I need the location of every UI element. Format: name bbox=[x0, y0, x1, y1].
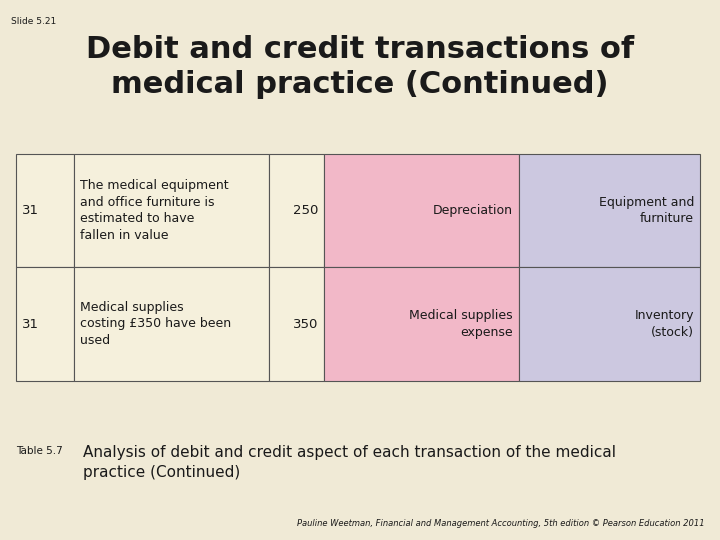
Text: Debit and credit transactions of: Debit and credit transactions of bbox=[86, 35, 634, 64]
Text: Slide 5.21: Slide 5.21 bbox=[11, 17, 56, 26]
Text: Inventory
(stock): Inventory (stock) bbox=[634, 309, 694, 339]
Bar bbox=[16, 154, 74, 267]
Text: 250: 250 bbox=[292, 204, 318, 217]
Text: Equipment and
furniture: Equipment and furniture bbox=[599, 196, 694, 225]
Text: 31: 31 bbox=[22, 318, 39, 330]
Text: Pauline Weetman, Financial and Management Accounting, 5th edition © Pearson Educ: Pauline Weetman, Financial and Managemen… bbox=[297, 519, 704, 528]
Text: Depreciation: Depreciation bbox=[433, 204, 513, 217]
Text: 31: 31 bbox=[22, 204, 39, 217]
Bar bbox=[518, 267, 700, 381]
Text: Analysis of debit and credit aspect of each transaction of the medical
practice : Analysis of debit and credit aspect of e… bbox=[83, 446, 616, 480]
Bar bbox=[74, 154, 269, 267]
Text: Medical supplies
costing £350 have been
used: Medical supplies costing £350 have been … bbox=[80, 301, 231, 347]
Text: medical practice (Continued): medical practice (Continued) bbox=[112, 70, 608, 99]
Bar bbox=[16, 267, 74, 381]
Bar bbox=[74, 267, 269, 381]
Bar bbox=[269, 267, 324, 381]
Bar bbox=[518, 154, 700, 267]
Text: Medical supplies
expense: Medical supplies expense bbox=[409, 309, 513, 339]
Bar bbox=[324, 267, 518, 381]
Bar bbox=[269, 154, 324, 267]
Text: The medical equipment
and office furniture is
estimated to have
fallen in value: The medical equipment and office furnitu… bbox=[80, 179, 228, 242]
Bar bbox=[324, 154, 518, 267]
Text: Table 5.7: Table 5.7 bbox=[16, 446, 63, 456]
Text: 350: 350 bbox=[292, 318, 318, 330]
